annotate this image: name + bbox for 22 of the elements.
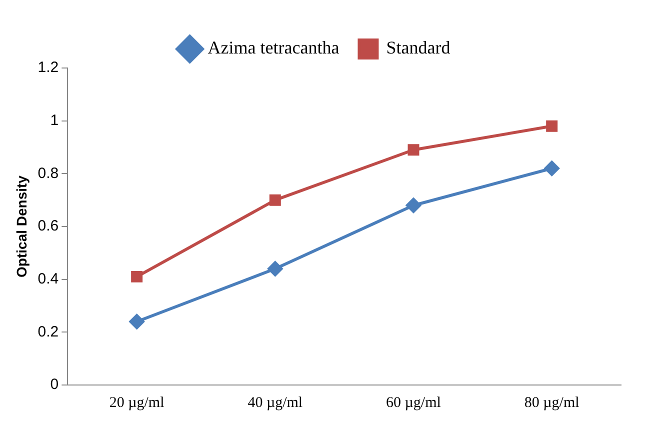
y-axis-title: Optical Density <box>13 175 30 278</box>
y-tick-label: 0.8 <box>38 164 59 182</box>
legend-label: Azima tetracantha <box>208 38 340 58</box>
point <box>268 261 283 276</box>
point <box>546 120 558 132</box>
point <box>406 198 421 213</box>
y-tick-label: 1.2 <box>38 59 59 76</box>
legend-label: Standard <box>386 38 450 58</box>
x-tick-label: 40 µg/ml <box>248 394 303 411</box>
point <box>269 194 281 206</box>
y-tick-label: 1 <box>50 112 59 129</box>
x-tick-label: 80 µg/ml <box>524 394 580 411</box>
point <box>544 160 560 176</box>
y-tick-label: 0 <box>50 376 59 394</box>
x-tick-label: 20 µg/ml <box>109 394 164 411</box>
point <box>131 270 143 282</box>
y-tick-label: 0.6 <box>38 218 59 235</box>
point <box>408 144 420 156</box>
point <box>129 314 144 330</box>
y-tick-label: 0.4 <box>38 270 59 288</box>
y-tick-label: 0.2 <box>38 323 59 340</box>
x-tick-label: 60 µg/ml <box>386 394 441 411</box>
